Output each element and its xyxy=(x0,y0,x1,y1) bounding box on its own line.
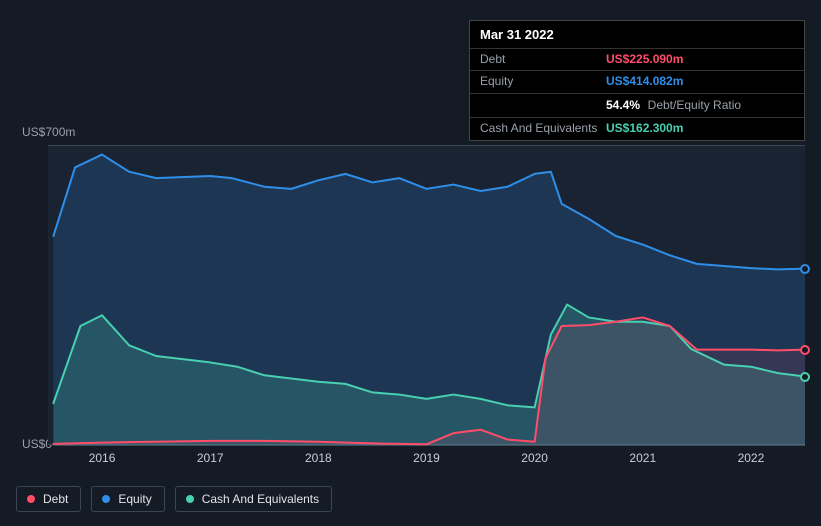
tooltip-ratio-label: Debt/Equity Ratio xyxy=(648,98,741,112)
legend-dot-icon xyxy=(102,495,110,503)
tooltip-row-equity: Equity US$414.082m xyxy=(470,70,804,93)
tooltip-value: US$162.300m xyxy=(606,121,683,137)
x-axis-tick: 2016 xyxy=(89,451,116,465)
legend-item-cash[interactable]: Cash And Equivalents xyxy=(175,486,332,512)
tooltip-label: Equity xyxy=(480,74,606,90)
plot-region[interactable] xyxy=(48,145,805,445)
y-axis-label-bottom: US$0 xyxy=(22,437,48,451)
tooltip-label xyxy=(480,97,606,114)
end-marker-equity[interactable] xyxy=(800,264,810,274)
x-axis-tick: 2019 xyxy=(413,451,440,465)
x-axis-tick: 2020 xyxy=(521,451,548,465)
chart-area[interactable]: US$700m US$0 2016 2017 2018 2019 2020 2021 202… xyxy=(16,125,805,475)
legend-dot-icon xyxy=(186,495,194,503)
tooltip-label: Cash And Equivalents xyxy=(480,121,606,137)
tooltip-value: US$414.082m xyxy=(606,74,683,90)
chart-svg xyxy=(48,146,805,446)
legend-item-debt[interactable]: Debt xyxy=(16,486,81,512)
tooltip-ratio-pct: 54.4% xyxy=(606,98,640,112)
data-tooltip: Mar 31 2022 Debt US$225.090m Equity US$4… xyxy=(469,20,805,141)
tooltip-row-cash: Cash And Equivalents US$162.300m xyxy=(470,117,804,140)
end-marker-debt[interactable] xyxy=(800,345,810,355)
legend: Debt Equity Cash And Equivalents xyxy=(16,486,332,512)
end-marker-cash-and-equivalents[interactable] xyxy=(800,372,810,382)
x-axis-tick: 2022 xyxy=(738,451,765,465)
x-axis-tick: 2018 xyxy=(305,451,332,465)
legend-item-equity[interactable]: Equity xyxy=(91,486,164,512)
legend-label: Debt xyxy=(43,492,68,506)
tooltip-date: Mar 31 2022 xyxy=(470,21,804,48)
tooltip-row-ratio: 54.4% Debt/Equity Ratio xyxy=(470,93,804,117)
legend-dot-icon xyxy=(27,495,35,503)
tooltip-label: Debt xyxy=(480,52,606,68)
x-axis-tick: 2021 xyxy=(629,451,656,465)
legend-label: Cash And Equivalents xyxy=(202,492,319,506)
y-axis-label-top: US$700m xyxy=(22,125,48,139)
legend-label: Equity xyxy=(118,492,151,506)
tooltip-value: US$225.090m xyxy=(606,52,683,68)
x-axis-tick: 2017 xyxy=(197,451,224,465)
tooltip-row-debt: Debt US$225.090m xyxy=(470,48,804,71)
